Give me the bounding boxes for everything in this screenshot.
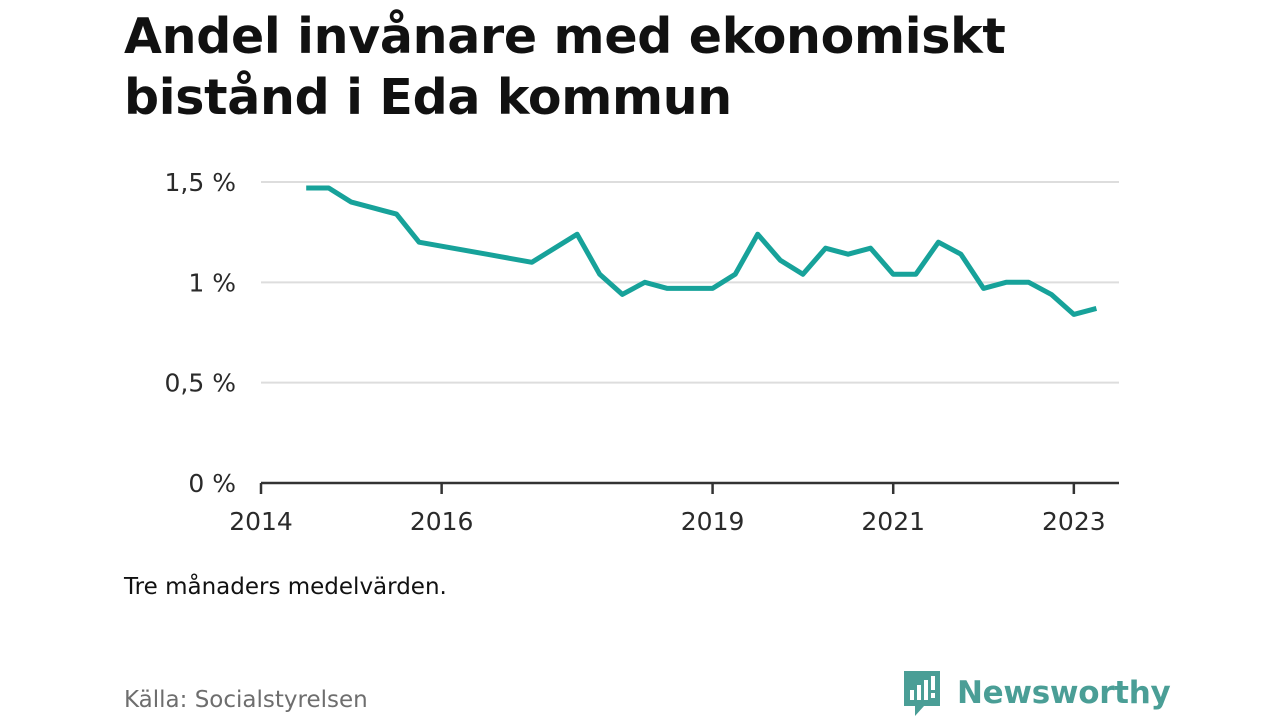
- line-chart: 0 % 0,5 % 1 % 1,5 % 2014 2016 2019 2021 2023: [165, 168, 1119, 536]
- x-tick-label: 2016: [410, 507, 474, 536]
- y-tick-label: 0 %: [188, 469, 236, 498]
- grid-lines: [261, 181, 1119, 384]
- source-text: Källa: Socialstyrelsen: [124, 687, 368, 713]
- x-tick-label: 2021: [861, 507, 925, 536]
- series-line: [306, 185, 1098, 317]
- chart-title: Andel invånare med ekonomiskt bistånd i …: [124, 8, 1006, 126]
- y-tick-label: 1 %: [188, 268, 236, 297]
- chart-note: Tre månaders medelvärden.: [124, 574, 447, 600]
- newsworthy-logo[interactable]: Newsworthy: [901, 668, 1171, 718]
- brand-name: Newsworthy: [957, 675, 1171, 711]
- y-tick-label: 1,5 %: [165, 168, 236, 197]
- x-tick-label: 2014: [229, 507, 293, 536]
- y-axis-ticks: 0 % 0,5 % 1 % 1,5 %: [165, 168, 236, 498]
- y-tick-label: 0,5 %: [165, 369, 236, 398]
- x-axis-ticks: 2014 2016 2019 2021 2023: [229, 481, 1119, 536]
- newsworthy-logo-icon: [904, 671, 940, 716]
- series-lines: [306, 185, 1098, 317]
- x-tick-label: 2019: [681, 507, 745, 536]
- x-tick-label: 2023: [1042, 507, 1106, 536]
